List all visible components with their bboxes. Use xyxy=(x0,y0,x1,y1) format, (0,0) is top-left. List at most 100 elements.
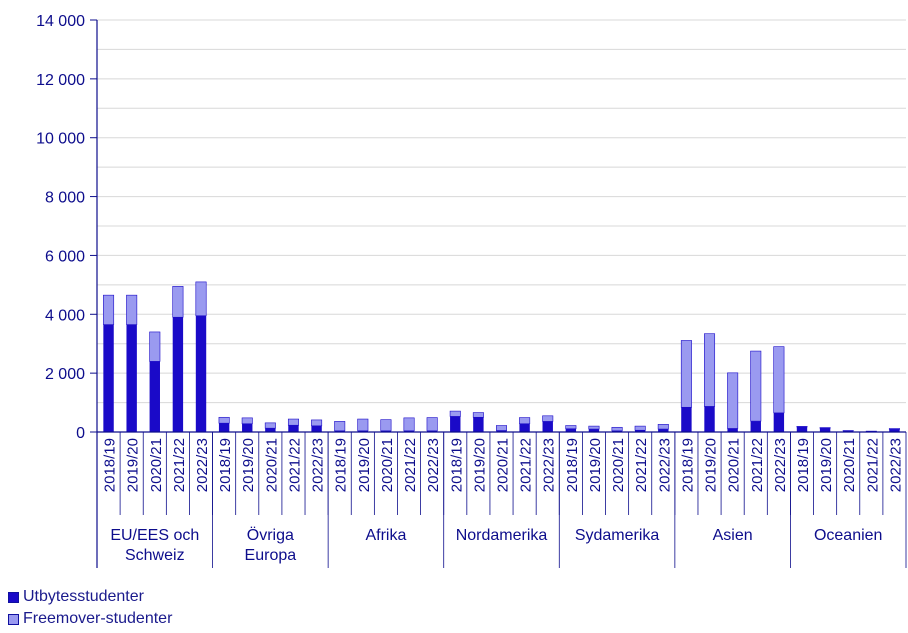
y-tick-label: 10 000 xyxy=(36,131,85,148)
bar-freemover-studenter xyxy=(611,426,623,432)
bar-utbytesstudenter xyxy=(634,430,646,432)
group-label: Europa xyxy=(245,547,297,564)
bar-freemover-studenter xyxy=(565,425,577,430)
bar-utbytesstudenter xyxy=(265,428,276,432)
bar-freemover-studenter xyxy=(449,410,461,417)
x-tick-label: 2018/19 xyxy=(217,438,234,492)
bar-utbytesstudenter xyxy=(242,423,253,432)
x-tick-label: 2019/20 xyxy=(471,438,488,492)
x-tick-label: 2018/19 xyxy=(102,438,119,492)
legend: Utbytesstudenter Freemover-studenter xyxy=(8,586,172,630)
bar-freemover-studenter xyxy=(287,418,299,426)
bar-utbytesstudenter xyxy=(565,428,577,432)
y-tick-label: 6 000 xyxy=(45,248,85,265)
bar-utbytesstudenter xyxy=(773,412,785,432)
bar-utbytesstudenter xyxy=(542,421,553,432)
x-tick-label: 2019/20 xyxy=(240,438,257,492)
x-tick-label: 2022/23 xyxy=(656,438,673,492)
y-tick-label: 2 000 xyxy=(45,366,85,383)
bar-freemover-studenter xyxy=(888,428,900,430)
x-tick-label: 2021/22 xyxy=(171,438,188,492)
x-tick-label: 2019/20 xyxy=(356,438,373,492)
x-tick-label: 2021/22 xyxy=(402,438,419,492)
x-tick-label: 2018/19 xyxy=(679,438,696,492)
legend-item-utbytesstudenter: Utbytesstudenter xyxy=(8,586,172,608)
bar-freemover-studenter xyxy=(727,372,739,429)
bar-utbytesstudenter xyxy=(796,426,808,432)
x-tick-label: 2018/19 xyxy=(795,438,812,492)
bar-utbytesstudenter xyxy=(218,423,230,432)
x-tick-label: 2021/22 xyxy=(633,438,650,492)
x-tick-label: 2019/20 xyxy=(818,438,835,492)
bar-freemover-studenter xyxy=(241,417,253,425)
group-label: Oceanien xyxy=(814,527,883,544)
bars xyxy=(103,281,900,432)
bar-freemover-studenter xyxy=(519,417,531,425)
x-tick-label: 2020/21 xyxy=(263,438,280,492)
bar-utbytesstudenter xyxy=(195,315,207,432)
x-tick-label: 2020/21 xyxy=(495,438,512,492)
x-tick-label: 2021/22 xyxy=(286,438,303,492)
bar-utbytesstudenter xyxy=(889,429,900,432)
y-tick-label: 14 000 xyxy=(36,13,85,30)
bar-utbytesstudenter xyxy=(727,428,738,432)
bar-freemover-studenter xyxy=(495,425,508,431)
bar-freemover-studenter xyxy=(264,422,276,429)
legend-label-utbyte: Utbytesstudenter xyxy=(23,588,144,605)
bar-freemover-studenter xyxy=(126,294,138,325)
y-tick-label: 4 000 xyxy=(45,307,85,324)
bar-utbytesstudenter xyxy=(519,423,530,432)
bar-utbytesstudenter xyxy=(819,428,831,432)
bar-utbytesstudenter xyxy=(658,429,669,432)
x-tick-label: 2021/22 xyxy=(518,438,535,492)
group-label: Nordamerika xyxy=(456,527,548,544)
bar-utbytesstudenter xyxy=(288,425,299,432)
bar-freemover-studenter xyxy=(426,417,438,432)
bar-utbytesstudenter xyxy=(450,416,461,432)
x-tick-label: 2020/21 xyxy=(726,438,743,492)
x-tick-label: 2022/23 xyxy=(541,438,558,492)
bar-utbytesstudenter xyxy=(704,406,715,432)
bar-utbytesstudenter xyxy=(750,421,761,432)
group-label: EU/EES och xyxy=(110,527,199,544)
x-tick-label: 2022/23 xyxy=(772,438,789,492)
bar-freemover-studenter xyxy=(380,419,392,432)
bar-freemover-studenter xyxy=(819,427,831,429)
bar-freemover-studenter xyxy=(680,340,692,408)
legend-item-freemover-studenter: Freemover-studenter xyxy=(8,608,172,630)
x-tick-label: 2018/19 xyxy=(448,438,465,492)
bar-utbytesstudenter xyxy=(103,324,114,432)
x-tick-label: 2018/19 xyxy=(564,438,581,492)
bar-freemover-studenter xyxy=(218,416,230,424)
x-tick-label: 2020/21 xyxy=(610,438,627,492)
legend-swatch-freemover xyxy=(8,613,19,625)
y-tick-label: 12 000 xyxy=(36,72,85,89)
legend-swatch-utbyte xyxy=(8,591,19,603)
bar-freemover-studenter xyxy=(542,415,554,422)
gridlines xyxy=(97,19,906,404)
bar-freemover-studenter xyxy=(657,424,669,430)
bar-freemover-studenter xyxy=(704,333,716,407)
x-tick-label: 2018/19 xyxy=(333,438,350,492)
bar-freemover-studenter xyxy=(634,425,646,431)
bar-utbytesstudenter xyxy=(681,407,692,432)
x-tick-label: 2020/21 xyxy=(379,438,396,492)
group-label: Övriga xyxy=(247,526,294,544)
group-label: Schweiz xyxy=(125,547,185,564)
x-tick-label: 2022/23 xyxy=(425,438,442,492)
bar-freemover-studenter xyxy=(403,417,415,432)
group-label: Afrika xyxy=(365,527,406,544)
bar-freemover-studenter xyxy=(796,426,808,428)
bar-freemover-studenter xyxy=(773,346,785,414)
bar-freemover-studenter xyxy=(311,419,323,427)
bar-utbytesstudenter xyxy=(126,324,137,432)
bar-utbytesstudenter xyxy=(588,429,600,432)
x-tick-label: 2020/21 xyxy=(148,438,165,492)
bar-freemover-studenter xyxy=(172,286,184,318)
bar-utbytesstudenter xyxy=(473,417,484,432)
x-tick-label: 2019/20 xyxy=(125,438,142,492)
group-label: Asien xyxy=(713,527,753,544)
x-tick-label: 2021/22 xyxy=(864,438,881,492)
bar-utbytesstudenter xyxy=(172,317,184,432)
